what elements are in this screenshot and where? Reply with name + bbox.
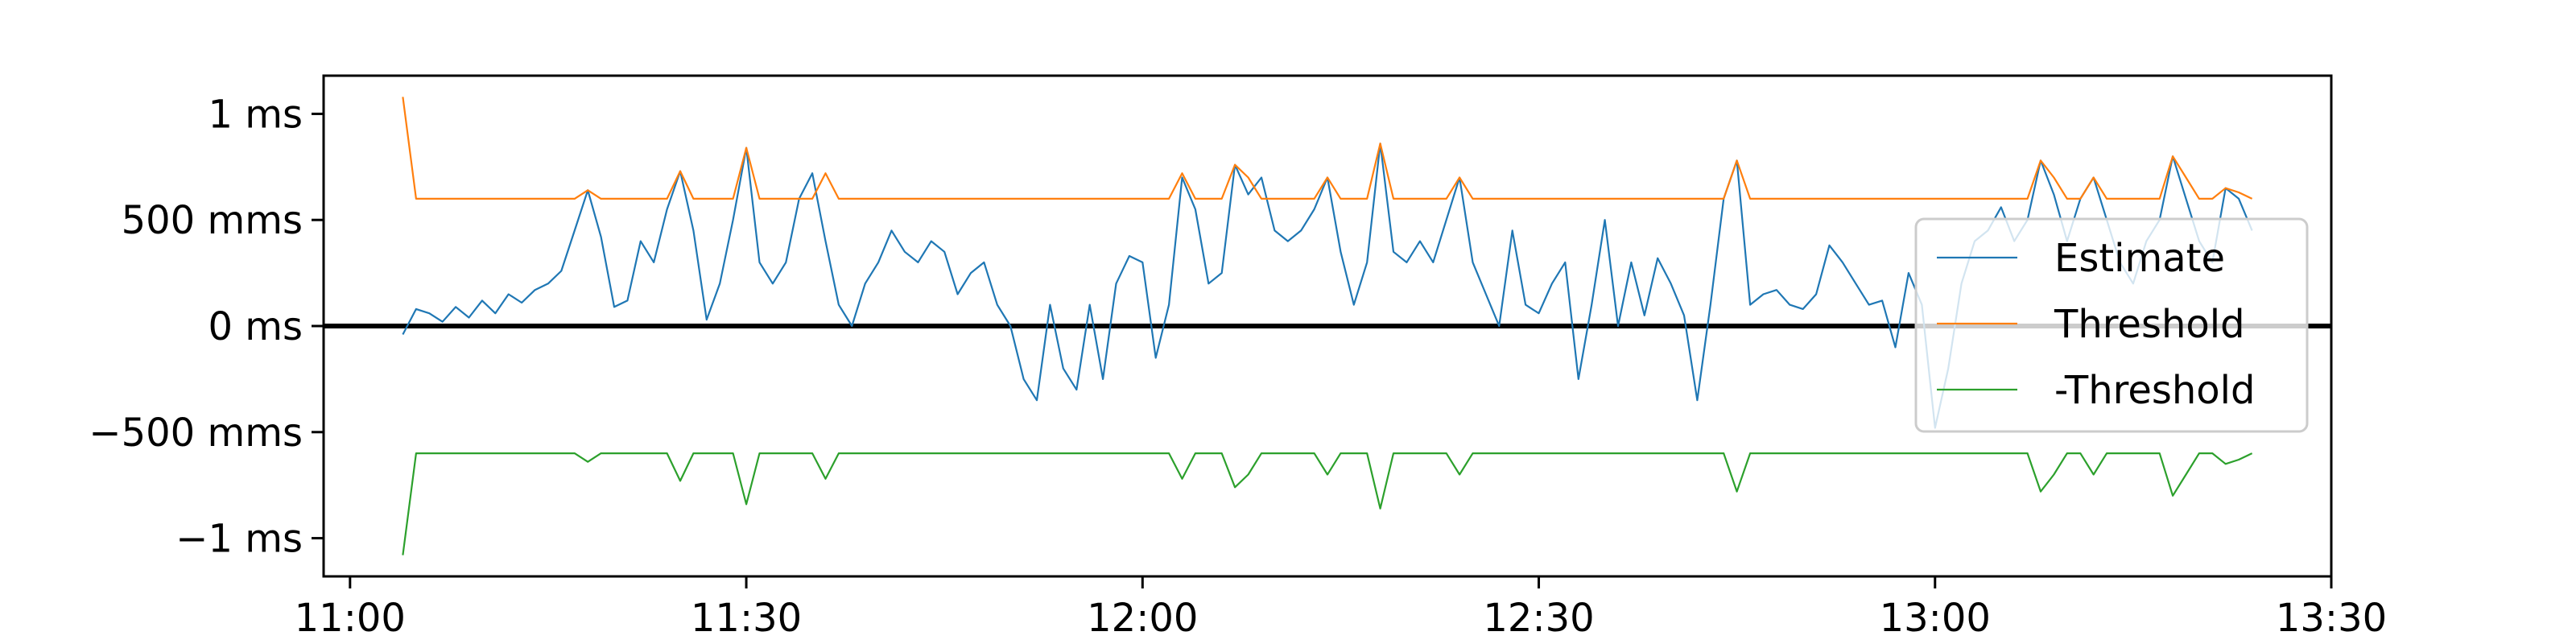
legend-label-estimate: Estimate	[2054, 236, 2225, 281]
x-tick-label: 11:00	[295, 596, 406, 641]
legend-label-threshold: -Threshold	[2054, 368, 2255, 413]
legend-items: Estimate Threshold -Threshold	[1937, 236, 2255, 413]
legend-label-threshold: Threshold	[2054, 302, 2245, 347]
legend-box	[1914, 217, 2309, 433]
x-tick-label: 12:00	[1087, 596, 1198, 641]
plot-frame	[322, 74, 2333, 578]
y-tick-label: 0 ms	[208, 304, 303, 349]
x-tick-label: 12:30	[1483, 596, 1594, 641]
y-tick-label: −1 ms	[175, 517, 303, 562]
x-axis: 11:00 11:30 12:00 12:30 13:00 13:30	[295, 576, 2387, 641]
y-tick-label: 1 ms	[208, 92, 303, 137]
y-tick-label: 500 mms	[122, 198, 303, 243]
x-tick-label: 13:30	[2276, 596, 2387, 641]
x-tick-label: 11:30	[691, 596, 802, 641]
y-axis: 1 ms 500 mms 0 ms −500 mms −1 ms	[89, 92, 324, 562]
series-line-threshold	[402, 452, 2253, 555]
series-line-threshold	[402, 97, 2253, 200]
y-tick-label: −500 mms	[89, 411, 303, 456]
x-tick-label: 13:00	[1880, 596, 1991, 641]
legend: Estimate Threshold -Threshold	[1914, 217, 2309, 433]
